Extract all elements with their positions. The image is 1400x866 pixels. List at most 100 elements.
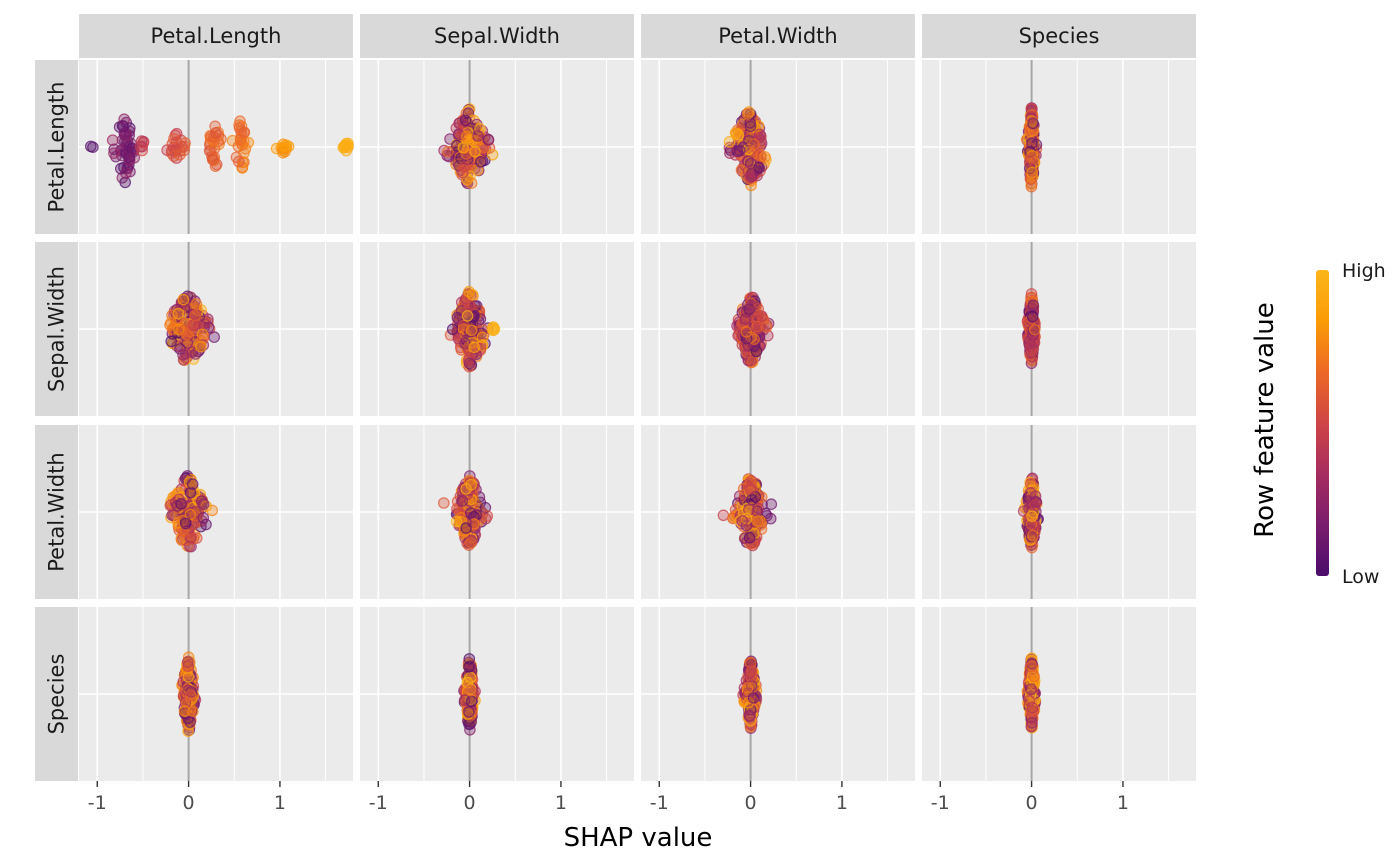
data-point [743,709,756,722]
data-point [744,354,757,367]
legend-title: Row feature value [1250,302,1280,538]
x-tick-label: 1 [555,792,567,814]
data-point [1026,166,1038,179]
data-point [1025,683,1037,696]
data-point [740,326,753,338]
row-strip-label: Sepal.Width [45,266,69,392]
data-point [465,324,478,336]
data-point [736,515,749,527]
x-tick-label: 1 [1117,792,1129,814]
x-tick-label: 1 [836,792,848,814]
panel-species-x-sepal-width [360,607,634,781]
data-point [178,705,191,717]
data-point [189,309,201,322]
data-point [743,531,756,544]
data-point [1028,323,1041,336]
points [1021,102,1043,193]
data-point [119,176,131,189]
data-point [752,515,764,527]
data-point [723,136,736,148]
data-point [197,512,210,524]
data-point [1025,152,1038,165]
data-point [446,323,459,336]
data-point [765,498,778,510]
data-point [456,495,469,507]
data-point [236,162,249,174]
legend-colorbar [1316,270,1329,576]
data-point [182,656,194,668]
panel-petal-length-x-petal-length [79,60,354,234]
row-strip-bg [35,60,78,234]
data-point [752,322,764,334]
x-tick-label: 0 [464,792,476,814]
data-point [463,706,475,718]
data-point [747,692,760,704]
column-strip-bg [922,14,1196,58]
row-strip-petal-width: Petal.Width [35,425,78,599]
legend-low-label: Low [1342,566,1379,588]
data-point [135,135,148,147]
row-strip-bg [35,607,78,781]
legend-high-label: High [1342,260,1386,282]
row-strip-label: Petal.Width [45,452,69,571]
data-point [187,319,200,331]
data-point [741,682,754,694]
data-point [340,144,353,157]
column-strip-species: Species [922,14,1196,58]
data-point [459,114,472,127]
data-point [190,298,203,310]
column-strip-petal-width: Petal.Width [641,14,915,58]
data-point [208,331,220,343]
data-point [123,151,136,163]
panel-petal-width-x-species [922,425,1196,599]
panel-sepal-width-x-species [922,242,1196,416]
data-point [1026,310,1039,323]
x-tick-label: -1 [650,792,669,814]
column-strip-bg [641,14,915,58]
x-tick-label: 1 [274,792,286,814]
panel-petal-length-x-sepal-width [360,60,634,234]
data-point [108,147,120,159]
x-axis-petal-length: -1 0 1 [88,781,286,814]
data-point [1026,510,1038,522]
data-point [168,133,180,145]
data-point [106,134,119,146]
panel-petal-width-x-petal-length [79,425,353,599]
data-point [177,348,189,361]
data-point [234,133,247,146]
data-point [165,335,177,348]
data-point [184,716,196,728]
panel-species-x-petal-length [79,607,353,781]
data-point [233,122,246,134]
column-strip-bg [360,14,634,58]
data-point [751,313,763,325]
panel-sepal-width-x-petal-width [641,242,915,416]
row-strip-label: Species [45,654,69,735]
column-strip-bg [79,14,353,58]
panel-sepal-width-x-sepal-width [360,242,634,416]
column-strip-sepal-width: Sepal.Width [360,14,634,58]
points [731,291,775,369]
data-point [175,498,187,510]
data-point [115,162,127,175]
data-point [179,517,192,530]
data-point [164,319,176,331]
data-point [729,127,742,139]
data-point [474,156,487,168]
data-point [123,140,136,153]
data-point [744,483,756,495]
panel-petal-length-x-species [922,60,1196,234]
panel-species-x-petal-width [641,607,915,781]
data-point [744,120,757,133]
data-point [742,165,755,178]
data-point [759,151,771,163]
column-strip-label: Species [1019,24,1100,48]
data-point [174,149,186,161]
data-point [1028,336,1040,349]
data-point [117,120,130,133]
points [85,113,354,189]
data-point [463,653,476,665]
data-point [469,145,481,158]
panel-petal-width-x-sepal-width [360,425,634,599]
